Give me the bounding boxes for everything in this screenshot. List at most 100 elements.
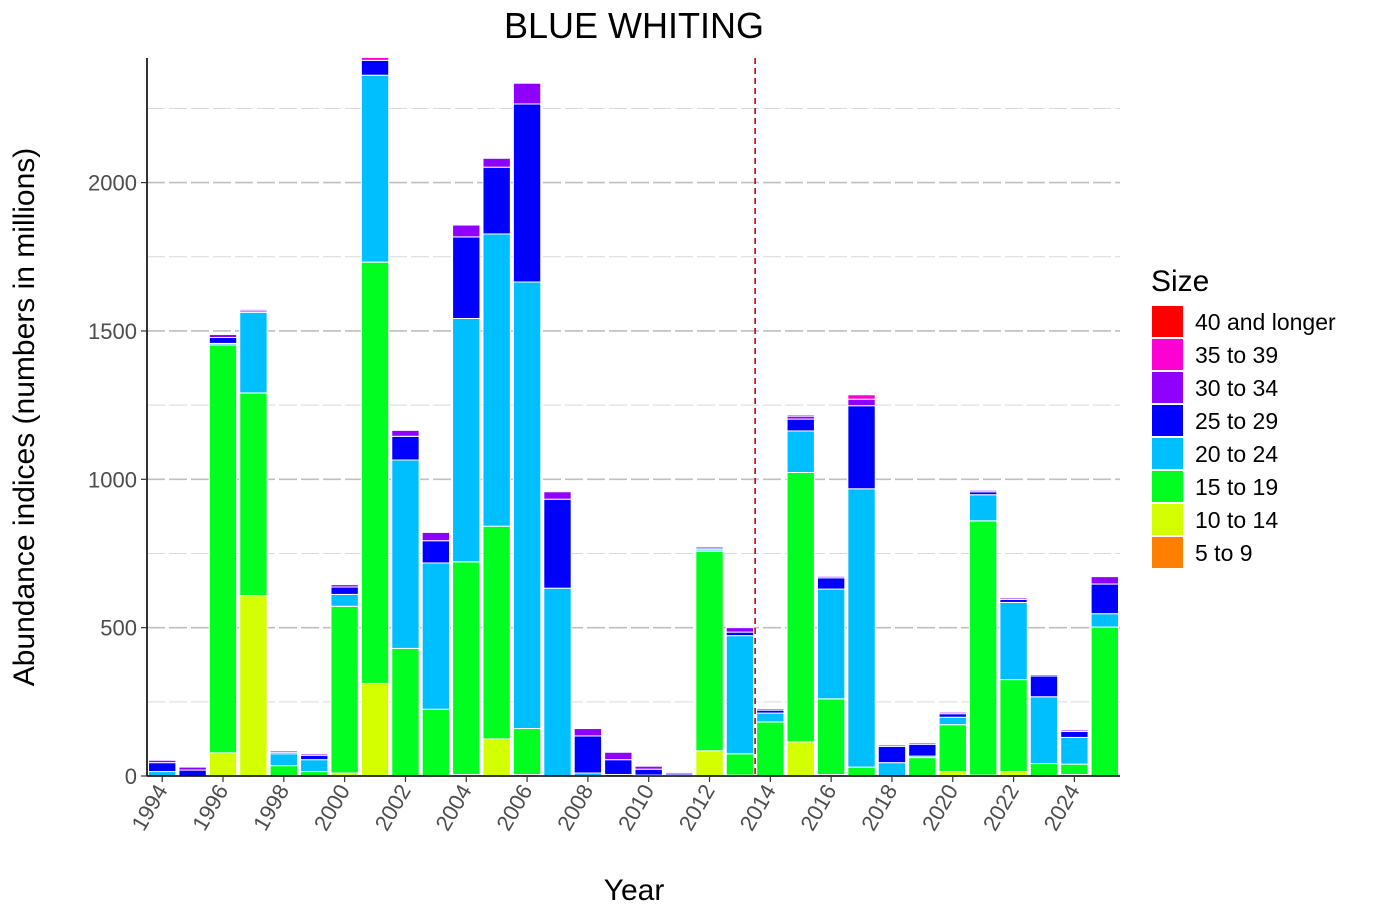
bar-segment	[543, 587, 572, 777]
grid-lines	[147, 107, 1120, 777]
bar-segment	[938, 713, 967, 718]
bar-segment	[360, 59, 390, 76]
bar-segment	[725, 753, 755, 776]
bar-segment	[908, 742, 937, 745]
x-tick-label: 2008	[552, 780, 598, 835]
x-tick-label: 2024	[1039, 780, 1085, 835]
bar-segment	[360, 682, 390, 777]
bar-segment	[482, 233, 511, 527]
bar-segment	[1029, 763, 1059, 777]
bar-segment	[330, 605, 359, 774]
legend-label: 35 to 39	[1195, 342, 1278, 368]
bar-segment	[391, 647, 420, 777]
bar-segment	[421, 562, 451, 710]
bar-segment	[208, 344, 238, 754]
bar-segment	[604, 751, 633, 761]
bar-segment	[269, 753, 299, 767]
legend-label: 5 to 9	[1195, 540, 1253, 566]
bar-segment	[391, 435, 420, 461]
legend-label: 10 to 14	[1195, 507, 1278, 533]
bar-segment	[482, 738, 511, 777]
bar-segment	[756, 708, 785, 711]
legend-label: 25 to 29	[1195, 408, 1278, 434]
y-tick-label: 1000	[88, 467, 137, 492]
bar-segment	[269, 750, 299, 753]
bar-segment	[816, 588, 846, 700]
bar-segment	[634, 765, 663, 770]
bar-segment	[847, 488, 876, 768]
y-tick-label: 500	[100, 616, 137, 641]
bar-segment	[239, 595, 268, 777]
x-tick-label: 2010	[613, 780, 659, 835]
bar-segment	[816, 698, 846, 776]
bar-segment	[695, 750, 724, 777]
bar-segment	[512, 728, 542, 776]
bar-segment	[877, 745, 907, 764]
bar-segment	[178, 766, 207, 771]
legend-swatch	[1152, 372, 1183, 403]
bar-segment	[877, 762, 907, 777]
legend-label: 40 and longer	[1195, 309, 1336, 335]
bars-layer	[148, 56, 1119, 777]
x-tick-label: 2002	[370, 780, 416, 835]
x-tick-label: 2014	[735, 780, 781, 835]
legend-label: 30 to 34	[1195, 375, 1278, 401]
bar-segment	[452, 236, 481, 319]
bar-segment	[816, 575, 846, 579]
legend-title: Size	[1151, 265, 1209, 298]
x-tick-label: 2012	[674, 780, 720, 835]
bar-segment	[421, 540, 451, 564]
bar-segment	[1090, 613, 1119, 628]
bar-segment	[360, 261, 390, 684]
bar-segment	[512, 82, 542, 105]
bar-segment	[512, 103, 542, 283]
bar-segment	[300, 754, 329, 761]
bar-segment	[938, 716, 967, 726]
legend-label: 15 to 19	[1195, 474, 1278, 500]
x-tick-labels: 1994 1996 1998 2000 2002 2004 2006 2008 2010 2012…	[126, 776, 1085, 835]
bar-segment	[239, 308, 268, 310]
bar-segment	[543, 498, 572, 589]
bar-segment	[391, 459, 420, 649]
bar-segment	[1060, 763, 1089, 776]
bar-segment	[1060, 736, 1089, 765]
bar-segment	[421, 708, 451, 777]
x-tick-label: 1996	[187, 780, 233, 835]
bar-segment	[999, 679, 1028, 773]
bar-segment	[330, 593, 359, 607]
bar-segment	[938, 711, 967, 715]
legend-swatch	[1152, 339, 1183, 370]
bar-segment	[391, 429, 420, 437]
bar-segment	[725, 635, 755, 755]
bar-segment	[482, 157, 511, 168]
bar-segment	[300, 759, 329, 773]
x-tick-label: 2006	[491, 780, 537, 835]
bar-segment	[482, 525, 511, 740]
legend-label: 20 to 24	[1195, 441, 1278, 467]
legend-swatch	[1152, 306, 1183, 337]
axes-layer	[146, 58, 1120, 777]
bar-segment	[543, 491, 572, 500]
bar-segment	[269, 765, 299, 777]
bar-segment	[1060, 730, 1089, 738]
bar-segment	[573, 728, 603, 737]
y-tick-label: 0	[125, 764, 137, 789]
bar-segment	[816, 577, 846, 590]
bar-segment	[968, 494, 998, 522]
legend-swatch	[1152, 438, 1183, 469]
bar-segment	[421, 531, 451, 542]
chart-title: BLUE WHITING	[504, 5, 764, 46]
legend-swatch	[1152, 504, 1183, 535]
bar-segment	[148, 759, 177, 764]
legend-swatch	[1152, 471, 1183, 502]
x-tick-label: 2022	[978, 780, 1024, 835]
bar-segment	[634, 768, 663, 776]
x-axis-title: Year	[604, 874, 665, 907]
bar-segment	[512, 281, 542, 730]
bar-segment	[786, 418, 815, 432]
bar-segment	[847, 394, 876, 400]
bar-segment	[725, 627, 755, 633]
legend-swatch	[1152, 405, 1183, 436]
bar-segment	[664, 771, 694, 775]
